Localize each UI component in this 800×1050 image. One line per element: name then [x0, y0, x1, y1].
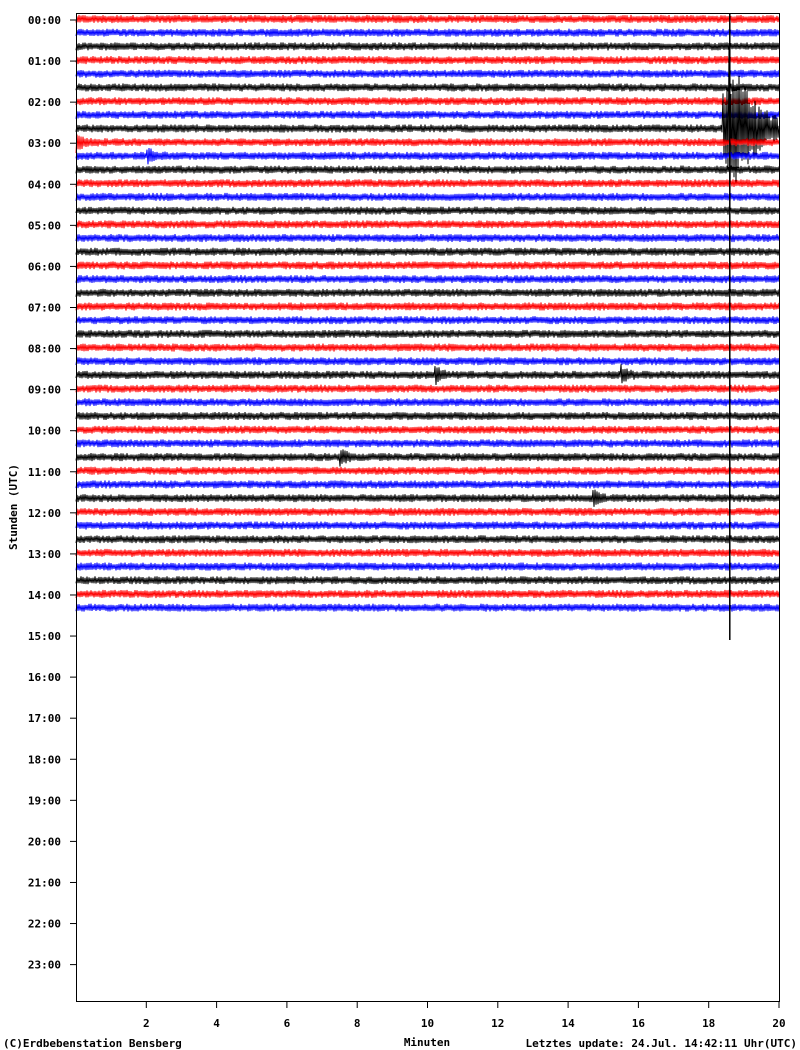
- y-tick-label: 09:00: [28, 384, 61, 397]
- seismic-trace: [75, 110, 780, 119]
- y-tick-label: 15:00: [28, 630, 61, 643]
- y-tick-label: 11:00: [28, 466, 61, 479]
- y-tick-label: 01:00: [28, 55, 61, 68]
- seismic-trace: [75, 507, 780, 516]
- seismic-trace: [75, 97, 780, 106]
- seismic-trace: [75, 206, 780, 215]
- x-tick-label: 6: [284, 1017, 291, 1030]
- seismic-trace: [75, 357, 780, 366]
- seismic-trace: [75, 535, 780, 544]
- y-tick-label: 16:00: [28, 671, 61, 684]
- seismic-trace: [75, 466, 780, 475]
- seismic-trace: [75, 45, 780, 193]
- y-tick-label: 21:00: [28, 876, 61, 889]
- seismic-trace: [75, 42, 780, 51]
- seismic-trace: [75, 589, 780, 599]
- seismic-trace: [75, 521, 780, 530]
- x-tick-label: 12: [491, 1017, 504, 1030]
- seismic-trace: [75, 603, 780, 612]
- x-tick-labels: 2 4 6 8 10 12 14 16 18 20: [143, 1001, 786, 1030]
- y-tick-labels: 00:00 01:00 02:00 03:00 04:00 05:00 06:00 07:00…: [28, 14, 76, 972]
- copyright-text: (C)Erdbebenstation Bensberg: [3, 1037, 182, 1050]
- seismic-trace: [75, 147, 780, 165]
- seismic-trace: [75, 425, 780, 434]
- x-tick-label: 16: [632, 1017, 646, 1030]
- seismic-trace: [75, 411, 780, 421]
- seismic-trace: [75, 288, 780, 297]
- seismic-traces: [75, 14, 780, 612]
- seismic-trace: [75, 316, 780, 325]
- seismic-trace: [75, 28, 780, 37]
- x-tick-label: 18: [702, 1017, 715, 1030]
- seismic-trace: [75, 14, 780, 24]
- y-tick-label: 05:00: [28, 219, 61, 232]
- seismic-trace: [75, 439, 780, 448]
- seismic-trace: [75, 329, 780, 338]
- seismic-trace: [75, 179, 780, 188]
- x-tick-label: 20: [772, 1017, 785, 1030]
- last-update-text: Letztes update: 24.Jul. 14:42:11 Uhr(UTC…: [525, 1037, 797, 1050]
- seismic-trace: [75, 364, 780, 386]
- y-tick-label: 14:00: [28, 589, 61, 602]
- seismic-trace: [75, 489, 780, 507]
- y-tick-label: 08:00: [28, 343, 61, 356]
- x-tick-label: 2: [143, 1017, 150, 1030]
- plot-frame: [76, 13, 780, 1002]
- y-tick-label: 04:00: [28, 178, 61, 191]
- seismic-trace: [75, 548, 780, 557]
- seismic-trace: [75, 343, 780, 352]
- seismic-trace: [75, 261, 780, 270]
- y-tick-label: 06:00: [28, 260, 61, 273]
- x-tick-label: 10: [421, 1017, 434, 1030]
- y-tick-label: 00:00: [28, 14, 61, 27]
- y-tick-label: 03:00: [28, 137, 61, 150]
- y-tick-label: 13:00: [28, 548, 61, 561]
- x-tick-label: 4: [213, 1017, 220, 1030]
- y-tick-label: 12:00: [28, 507, 61, 520]
- seismic-trace: [75, 576, 780, 585]
- seismic-trace: [75, 398, 780, 407]
- y-tick-label: 23:00: [28, 959, 61, 972]
- y-axis-label: Stunden (UTC): [7, 464, 20, 550]
- seismic-trace: [75, 562, 780, 571]
- seismic-trace: [75, 233, 780, 243]
- y-tick-label: 07:00: [28, 301, 61, 314]
- y-tick-label: 18:00: [28, 753, 61, 766]
- seismic-trace: [75, 56, 780, 65]
- y-tick-label: 02:00: [28, 96, 61, 109]
- seismic-trace: [75, 449, 780, 467]
- seismic-trace: [75, 165, 780, 174]
- seismic-trace: [75, 302, 780, 311]
- x-tick-label: 8: [354, 1017, 361, 1030]
- y-tick-label: 20:00: [28, 835, 61, 848]
- seismic-trace: [75, 69, 780, 78]
- seismic-trace: [75, 134, 780, 154]
- seismic-trace: [75, 220, 780, 229]
- x-tick-label: 14: [561, 1017, 575, 1030]
- y-tick-label: 10:00: [28, 425, 61, 438]
- y-tick-label: 19:00: [28, 794, 61, 807]
- seismic-trace: [75, 275, 780, 284]
- seismic-trace: [75, 247, 780, 256]
- y-tick-label: 17:00: [28, 712, 61, 725]
- seismic-trace: [75, 480, 780, 489]
- x-axis-label: Minuten: [404, 1036, 450, 1049]
- seismic-trace: [75, 192, 780, 202]
- seismic-trace: [75, 83, 780, 92]
- y-tick-label: 22:00: [28, 918, 61, 931]
- seismic-trace: [75, 384, 780, 393]
